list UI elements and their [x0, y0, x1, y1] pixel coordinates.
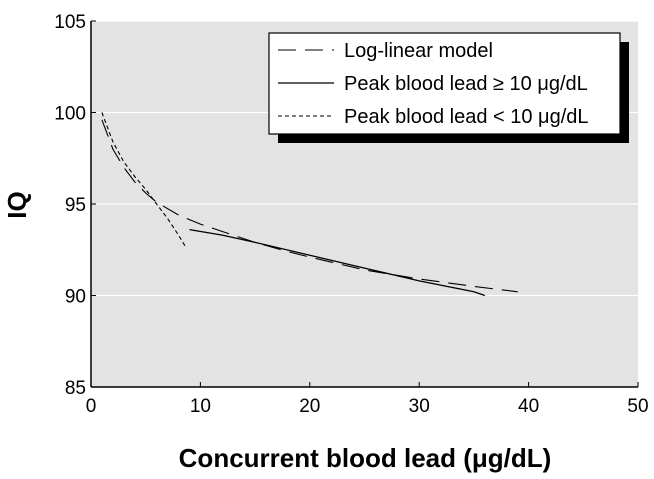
series-line-1: [101, 119, 518, 293]
y-tick-labels: 85 90 95 100 105: [54, 12, 96, 399]
y-tick-label: 105: [54, 12, 86, 33]
y-axis-title: IQ: [2, 191, 32, 218]
x-tick-label: 0: [86, 396, 97, 417]
legend-label: Peak blood lead < 10 μg/dL: [344, 106, 589, 128]
y-tick-label: 85: [65, 378, 86, 399]
x-tick-label: 30: [409, 396, 430, 417]
x-tick-label: 20: [299, 396, 320, 417]
x-tick-label: 40: [518, 396, 539, 417]
x-axis-title: Concurrent blood lead (μg/dL): [179, 443, 552, 473]
y-tick-label: 95: [65, 195, 86, 216]
series-lines: [101, 112, 518, 297]
series-line-3: [101, 112, 187, 249]
y-tick-label: 100: [54, 104, 86, 125]
legend-label: Log-linear model: [344, 40, 493, 62]
legend-label: Peak blood lead ≥ 10 μg/dL: [344, 73, 588, 95]
x-tick-labels: 0 10 20 30 40 50: [86, 382, 649, 417]
legend: Log-linear model Peak blood lead ≥ 10 μg/…: [268, 32, 629, 143]
y-tick-label: 90: [65, 287, 86, 308]
series-line-2: [189, 228, 486, 297]
x-tick-label: 10: [190, 396, 211, 417]
x-tick-label: 50: [627, 396, 648, 417]
